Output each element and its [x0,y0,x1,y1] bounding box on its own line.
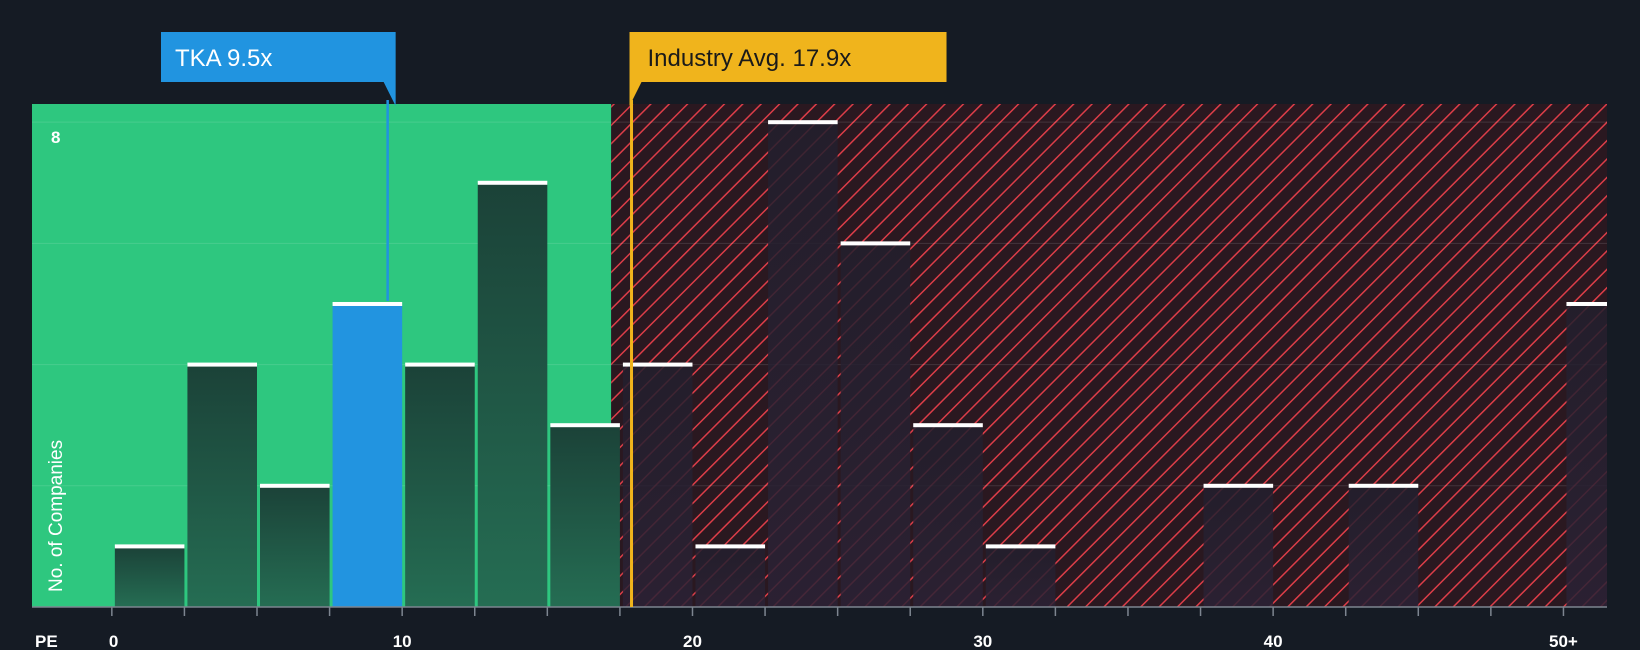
industry-avg-callout-box [629,32,947,106]
histogram-bar [1566,303,1607,607]
x-tick-label: 20 [683,632,702,650]
x-tick-label: 0 [109,632,118,650]
histogram-bar-cap [913,423,983,428]
histogram-bar-cap [332,301,403,306]
industry-avg-marker: Industry Avg. 17.9x [629,32,947,607]
x-tick-label: 10 [393,632,412,650]
company-marker: TKA 9.5x [160,32,396,301]
y-axis-tick-labels: 8 [51,128,60,147]
industry-avg-callout-label: Industry Avg. 17.9x [648,45,852,72]
x-axis-tick-labels: 0 10 20 30 40 50+ [109,632,1578,650]
y-axis-label: No. of Companies [46,440,67,592]
histogram-bar [260,485,330,607]
histogram-bar [405,364,475,607]
histogram-bar-cap [550,423,620,428]
histogram-bar-cap [187,362,257,367]
histogram-bar-cap [260,483,330,488]
histogram-bar-cap [768,120,838,125]
histogram-bar-cap [405,362,475,367]
x-tick-label: 50+ [1549,632,1578,650]
x-axis-ticks [111,607,1565,616]
histogram-bar [332,303,403,607]
histogram-bar-cap [695,544,766,549]
histogram-bar-cap [1566,301,1607,306]
histogram-bar [768,122,838,607]
histogram-bar [1348,485,1419,607]
histogram-bar [550,425,620,607]
histogram-bar-cap [1348,483,1419,488]
x-tick-label: 30 [973,632,992,650]
histogram-bar-cap [114,544,185,549]
x-axis-name: PE [35,632,58,650]
histogram-bar [913,425,983,607]
histogram-bar [477,182,548,607]
histogram-bar [114,546,185,607]
histogram-bar [985,546,1056,607]
company-callout-box [160,32,396,106]
histogram-bar-cap [1203,483,1274,488]
overvalued-zone [611,104,1607,607]
y-tick-label: 8 [51,128,60,147]
histogram-bar-cap [985,544,1056,549]
histogram-bar [840,243,911,607]
histogram-bar [1203,485,1274,607]
histogram-bar [695,546,766,607]
histogram-bar [187,364,257,607]
x-tick-label: 40 [1264,632,1283,650]
histogram-bar [622,364,693,607]
histogram-bar-cap [477,180,548,185]
bars-group [114,120,1607,607]
histogram-bar-cap [622,362,693,367]
company-callout-label: TKA 9.5x [175,45,272,72]
histogram-bar-cap [840,241,911,246]
